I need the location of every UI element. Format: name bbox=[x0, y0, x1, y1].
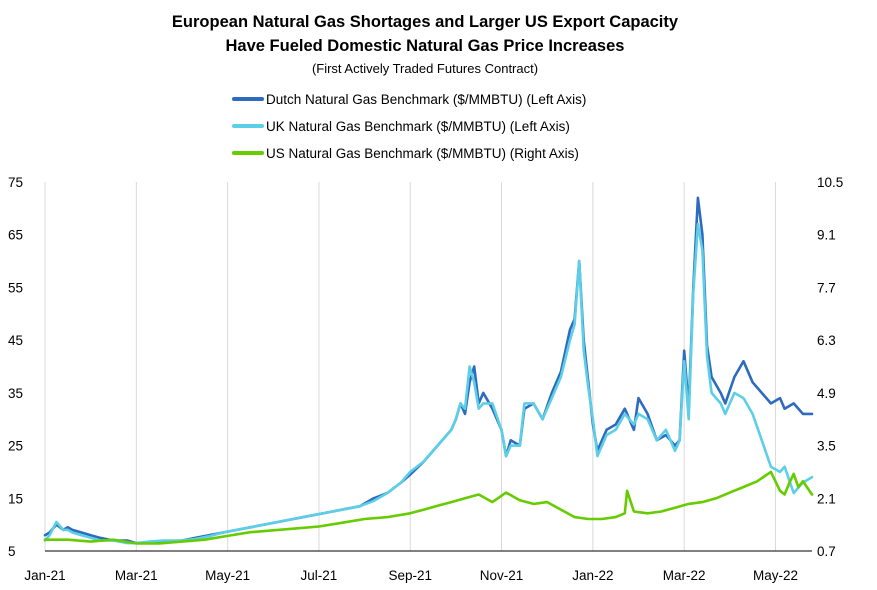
left-tick-label: 55 bbox=[8, 280, 23, 295]
series-line-us bbox=[43, 470, 814, 545]
left-tick-label: 45 bbox=[8, 333, 23, 348]
right-tick-label: 3.5 bbox=[817, 439, 836, 454]
right-tick-label: 0.7 bbox=[817, 544, 836, 559]
legend-label-uk: UK Natural Gas Benchmark ($/MMBTU) (Left… bbox=[266, 119, 570, 134]
legend-label-us: US Natural Gas Benchmark ($/MMBTU) (Righ… bbox=[266, 146, 579, 161]
series-lines bbox=[43, 196, 814, 545]
chart-title-line-2: Have Fueled Domestic Natural Gas Price I… bbox=[226, 37, 625, 55]
left-tick-label: 75 bbox=[8, 175, 23, 190]
left-axis: 5 15 25 35 45 55 65 75 bbox=[8, 175, 23, 559]
right-tick-label: 6.3 bbox=[817, 333, 836, 348]
legend: Dutch Natural Gas Benchmark ($/MMBTU) (L… bbox=[232, 92, 586, 161]
chart-subtitle: (First Actively Traded Futures Contract) bbox=[312, 61, 538, 76]
x-tick-label: Jan-22 bbox=[572, 568, 613, 583]
x-tick-label: Mar-22 bbox=[663, 568, 706, 583]
x-tick-label: Jul-21 bbox=[301, 568, 338, 583]
left-tick-label: 35 bbox=[8, 386, 23, 401]
left-tick-label: 15 bbox=[8, 491, 23, 506]
x-tick-label: May-21 bbox=[205, 568, 250, 583]
right-tick-label: 9.1 bbox=[817, 228, 836, 243]
x-tick-label: Nov-21 bbox=[480, 568, 524, 583]
series-line-uk bbox=[43, 222, 814, 545]
left-tick-label: 65 bbox=[8, 228, 23, 243]
gridlines bbox=[44, 182, 776, 551]
x-axis: Jan-21 Mar-21 May-21 Jul-21 Sep-21 Nov-21 Jan-… bbox=[24, 568, 798, 583]
x-tick-label: Jan-21 bbox=[24, 568, 65, 583]
right-tick-label: 4.9 bbox=[817, 386, 836, 401]
left-tick-label: 5 bbox=[8, 544, 16, 559]
x-tick-label: Mar-21 bbox=[115, 568, 158, 583]
right-tick-label: 7.7 bbox=[817, 280, 836, 295]
right-tick-label: 2.1 bbox=[817, 491, 836, 506]
x-tick-label: Sep-21 bbox=[388, 568, 432, 583]
chart-title-line-1: European Natural Gas Shortages and Large… bbox=[172, 13, 679, 31]
right-axis: 0.7 2.1 3.5 4.9 6.3 7.7 9.1 10.5 bbox=[817, 175, 843, 559]
x-tick-label: May-22 bbox=[753, 568, 798, 583]
left-tick-label: 25 bbox=[8, 439, 23, 454]
right-tick-label: 10.5 bbox=[817, 175, 843, 190]
legend-label-dutch: Dutch Natural Gas Benchmark ($/MMBTU) (L… bbox=[266, 92, 586, 107]
